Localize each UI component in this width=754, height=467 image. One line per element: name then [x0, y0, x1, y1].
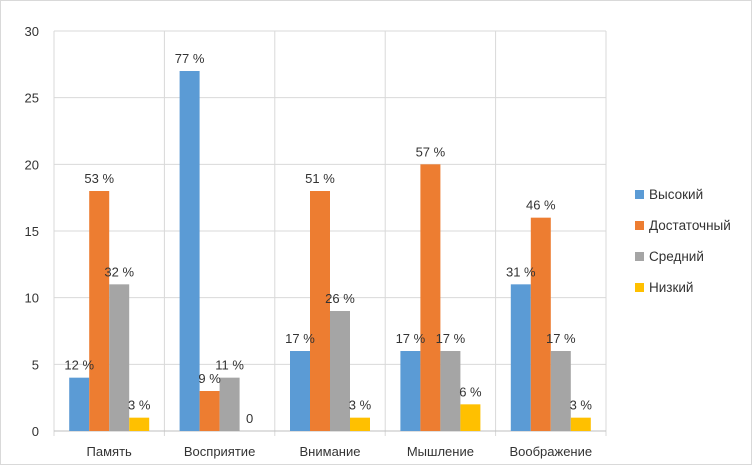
y-tick-label: 20: [25, 157, 39, 172]
y-tick-label: 5: [32, 357, 39, 372]
data-label: 9 %: [198, 371, 221, 386]
legend-label: Низкий: [649, 279, 694, 295]
bar-2-2: [199, 391, 220, 431]
bar-4-4: [460, 404, 481, 431]
data-labels: 12 % 53 % 32 % 3 % 77 % 9 %11 % 0 17 % 51 % 26 % 3…: [64, 51, 592, 426]
legend-label: Средний: [649, 248, 704, 264]
data-label: 11 %: [215, 358, 244, 373]
bar-4-3: [350, 417, 370, 431]
legend: Высокий Достаточный Средний Низкий: [635, 184, 753, 308]
legend-item: Низкий: [635, 277, 753, 297]
bar-3-5: [550, 351, 571, 431]
data-label: 31 %: [506, 264, 536, 279]
y-tick-label: 10: [25, 291, 39, 306]
y-tick-label: 0: [32, 424, 39, 439]
bar-3-1: [109, 284, 130, 431]
data-label: 26 %: [325, 291, 355, 306]
gridlines: [53, 30, 607, 436]
data-label: 32 %: [104, 264, 134, 279]
bar-3-2: [219, 377, 240, 431]
data-label: 3 %: [349, 398, 372, 413]
bar-2-1: [89, 191, 110, 431]
bar-2-3: [310, 191, 330, 431]
bar-3-4: [440, 351, 461, 431]
data-label: 17 %: [546, 331, 576, 346]
x-tick-label: Воображение: [509, 444, 592, 459]
y-tick-label: 30: [25, 24, 39, 39]
data-label: 53 %: [84, 171, 114, 186]
axis-ticks: 0 5 10 15 20 25 30 Память Восприятие Внимание Мышл…: [25, 24, 593, 459]
data-label: 77 %: [175, 51, 205, 66]
bar-4-5: [570, 417, 591, 431]
bar-3-3: [330, 311, 350, 431]
x-tick-label: Восприятие: [184, 444, 255, 459]
bar-2-4: [420, 164, 441, 432]
legend-swatch: [635, 220, 644, 230]
data-label: 17 %: [396, 331, 426, 346]
x-tick-label: Внимание: [300, 444, 361, 459]
legend-label: Высокий: [649, 186, 704, 202]
x-tick-label: Память: [87, 444, 133, 459]
legend-item: Высокий: [635, 184, 753, 204]
data-label: 3 %: [570, 398, 593, 413]
legend-swatch: [635, 189, 644, 199]
bar-1-3: [290, 351, 310, 431]
x-tick-label: Мышление: [407, 444, 474, 459]
bars: [69, 71, 591, 432]
bar-4-1: [129, 417, 150, 431]
bar-1-4: [400, 351, 421, 431]
data-label: 6 %: [459, 384, 482, 399]
data-label: 12 %: [64, 358, 94, 373]
bar-1-2: [179, 71, 200, 431]
data-label: 57 %: [416, 144, 446, 159]
data-label: 46 %: [526, 198, 556, 213]
data-label: 3 %: [128, 398, 151, 413]
legend-item: Достаточный: [635, 215, 753, 235]
legend-swatch: [635, 282, 644, 292]
data-label: 17 %: [436, 331, 466, 346]
y-tick-label: 15: [25, 224, 39, 239]
data-label: 51 %: [305, 171, 335, 186]
legend-item: Средний: [635, 246, 753, 266]
bar-1-1: [69, 377, 90, 431]
y-tick-label: 25: [25, 91, 39, 106]
legend-label: Достаточный: [649, 217, 731, 233]
data-label: 17 %: [285, 331, 315, 346]
bar-2-5: [530, 217, 551, 431]
data-label: 0: [246, 411, 253, 426]
legend-swatch: [635, 251, 644, 261]
bar-1-5: [510, 284, 531, 431]
